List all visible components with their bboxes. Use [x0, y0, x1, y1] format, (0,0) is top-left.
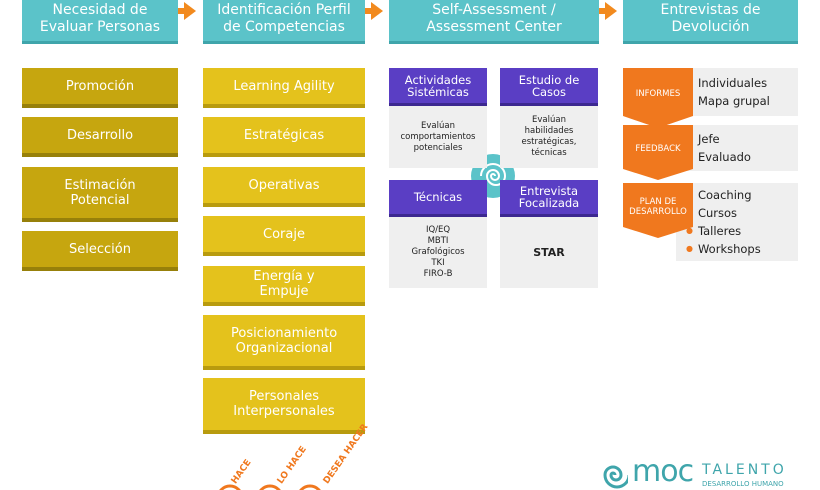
logo-tagline: DESARROLLO HUMANO [702, 480, 784, 488]
need-box: Promoción [22, 68, 178, 108]
arrow [363, 2, 383, 20]
method-line: Evalúan comportamientos potenciales [400, 120, 476, 153]
logo-mark: moc [632, 454, 694, 489]
competency-box: Energía y Empuje [203, 266, 365, 306]
competency-box: Posicionamiento Organizacional [203, 315, 365, 370]
step-header: Identificación Perfil de Competencias [203, 0, 365, 44]
header-line: Self-Assessment / [432, 2, 556, 18]
method-body: IQ/EQ MBTI Grafológicos TKI FIRO-B [389, 217, 487, 288]
method-line: TKI [431, 258, 445, 268]
item-list: CoachingCursosTalleresWorkshops [676, 183, 798, 261]
need-box: Selección [22, 231, 178, 271]
list-item: Coaching [698, 186, 798, 204]
stage-tag: INFORMES [623, 68, 693, 128]
header-line: de Competencias [223, 19, 345, 35]
method-title: Entrevista Focalizada [500, 180, 598, 217]
method-line: Evalúan habilidades estratégicas, técnic… [521, 115, 577, 158]
method-line: Grafológicos [411, 247, 465, 257]
method-title: Estudio de Casos [500, 68, 598, 106]
step-header: Self-Assessment / Assessment Center [389, 0, 599, 44]
step-header: Necesidad de Evaluar Personas [22, 0, 178, 44]
method-line: STAR [533, 246, 565, 259]
footer-circles [219, 484, 321, 490]
list-item: Individuales [698, 74, 798, 92]
competency-box: Coraje [203, 216, 365, 256]
list-item: Talleres [698, 222, 798, 240]
method-line: FIRO-B [423, 269, 453, 279]
arrow [176, 2, 196, 20]
list-item: Workshops [698, 240, 798, 258]
logo-name: TALENTO [702, 462, 787, 478]
header-line: Evaluar Personas [39, 19, 161, 35]
list-item: Mapa grupal [698, 92, 798, 110]
need-box: Desarrollo [22, 117, 178, 157]
competency-box: Operativas [203, 167, 365, 207]
header-line: Assessment Center [426, 19, 562, 35]
competency-box: Estratégicas [203, 117, 365, 157]
method-body: STAR [500, 217, 598, 288]
item-list: JefeEvaluado [676, 125, 798, 171]
list-item: Jefe [698, 130, 798, 148]
header-line: Identificación Perfil [217, 2, 351, 18]
method-body: Evalúan comportamientos potenciales [389, 106, 487, 168]
header-line: Necesidad de [52, 2, 148, 18]
item-list: IndividualesMapa grupal [676, 68, 798, 116]
list-item: Evaluado [698, 148, 798, 166]
competency-box: Learning Agility [203, 68, 365, 108]
logo-icon [603, 465, 628, 489]
method-line: MBTI [427, 236, 449, 246]
need-box: Estimación Potencial [22, 167, 178, 222]
arrow [597, 2, 617, 20]
header-line: Devolución [671, 19, 750, 35]
step-header: Entrevistas de Devolución [623, 0, 798, 44]
stage-tag: PLAN DE DESARROLLO [623, 183, 693, 238]
method-body: Evalúan habilidades estratégicas, técnic… [500, 106, 598, 168]
list-item: Cursos [698, 204, 798, 222]
method-line: IQ/EQ [425, 225, 451, 235]
method-title: Técnicas [389, 180, 487, 217]
method-title: Actividades Sistémicas [389, 68, 487, 106]
stage-tag: FEEDBACK [623, 125, 693, 180]
competency-box: Personales Interpersonales [203, 378, 365, 434]
header-line: Entrevistas de [660, 2, 761, 18]
logo: moc TALENTO DESARROLLO HUMANO [598, 454, 808, 490]
